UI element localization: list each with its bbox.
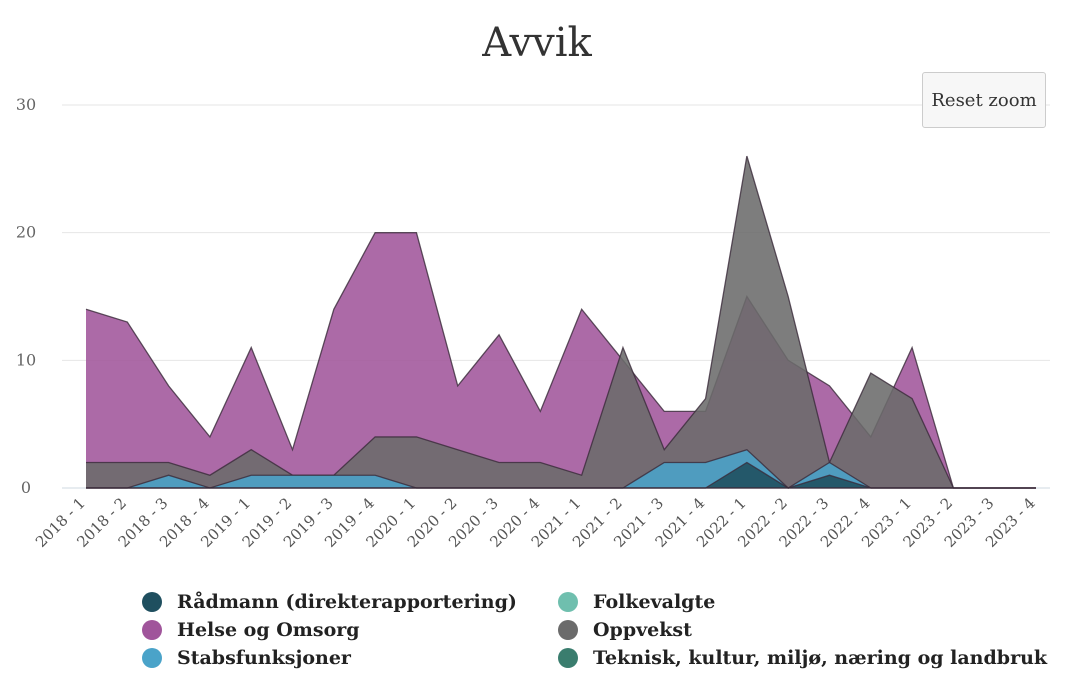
legend-item[interactable]: Helse og Omsorg <box>142 619 360 641</box>
chart-title: Avvik <box>481 20 592 66</box>
series-line <box>86 155 1036 489</box>
y-tick-label: 20 <box>16 223 36 242</box>
reset-zoom-button[interactable]: Reset zoom <box>922 72 1046 128</box>
legend-item[interactable]: Teknisk, kultur, miljø, næring og landbr… <box>558 647 1048 669</box>
legend-label: Folkevalgte <box>593 591 715 613</box>
legend-item[interactable]: Folkevalgte <box>558 591 715 613</box>
series-area[interactable] <box>86 156 1036 489</box>
legend-label: Helse og Omsorg <box>177 619 360 641</box>
legend-label: Rådmann (direkterapportering) <box>177 590 517 613</box>
y-tick-label: 10 <box>16 350 36 369</box>
legend: Rådmann (direkterapportering) Folkevalgte… <box>142 590 1048 669</box>
legend-label: Teknisk, kultur, miljø, næring og landbr… <box>593 647 1048 669</box>
plot-areas <box>85 155 1036 489</box>
legend-marker <box>558 648 578 668</box>
y-axis: 0 10 20 30 <box>16 95 36 497</box>
legend-item[interactable]: Stabsfunksjoner <box>142 647 352 669</box>
legend-marker <box>142 620 162 640</box>
legend-marker <box>142 648 162 668</box>
legend-item[interactable]: Oppvekst <box>558 619 692 641</box>
legend-marker <box>558 592 578 612</box>
legend-marker <box>558 620 578 640</box>
legend-label: Stabsfunksjoner <box>177 647 352 669</box>
series-area[interactable] <box>86 449 1036 488</box>
y-tick-label: 0 <box>21 478 31 497</box>
legend-marker <box>142 592 162 612</box>
legend-label: Oppvekst <box>593 619 692 641</box>
legend-item[interactable]: Rådmann (direkterapportering) <box>142 590 517 613</box>
y-tick-label: 30 <box>16 95 36 114</box>
